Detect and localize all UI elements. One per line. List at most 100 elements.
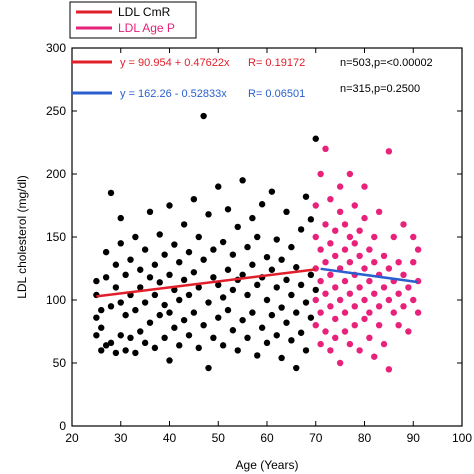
data-point xyxy=(278,354,285,362)
data-point xyxy=(283,319,290,326)
y-tick-label: 150 xyxy=(46,230,66,244)
legend-label-cmr: LDL CmR xyxy=(118,5,171,19)
data-point xyxy=(200,322,207,329)
data-point xyxy=(356,284,363,291)
data-point xyxy=(395,322,402,329)
y-axis-label: LDL cholesterol (mg/dl) xyxy=(15,175,29,299)
data-point xyxy=(322,221,329,228)
data-point xyxy=(98,306,105,314)
equation-cmr: y = 90.954 + 0.47622x xyxy=(120,57,230,69)
data-point xyxy=(375,208,383,215)
data-point xyxy=(107,303,115,310)
stats-cmr: n=503,p=<0.00002 xyxy=(340,57,433,69)
data-point xyxy=(219,238,227,246)
data-point xyxy=(166,202,173,209)
data-point xyxy=(215,183,222,190)
data-point xyxy=(288,243,295,251)
data-point xyxy=(302,193,310,200)
data-point xyxy=(249,309,256,316)
data-point xyxy=(161,301,168,309)
x-tick-label: 60 xyxy=(260,431,274,445)
data-point xyxy=(361,265,368,272)
y-tick-label: 100 xyxy=(46,293,66,307)
data-point xyxy=(190,196,198,203)
data-point xyxy=(385,366,393,373)
data-point xyxy=(312,296,319,304)
data-point xyxy=(380,284,388,291)
legend: LDL CmR LDL Age P xyxy=(69,1,197,39)
data-point xyxy=(102,274,110,281)
data-point xyxy=(346,290,354,297)
data-point xyxy=(317,277,324,285)
stats-agep: n=315,p=0.2500 xyxy=(340,83,420,95)
x-tick-label: 40 xyxy=(163,431,177,445)
data-point xyxy=(166,271,173,278)
data-point xyxy=(176,342,183,349)
data-point xyxy=(180,276,188,284)
data-point xyxy=(341,309,349,316)
x-tick-label: 20 xyxy=(65,431,79,445)
data-point xyxy=(224,306,232,314)
data-point xyxy=(356,252,363,260)
data-point xyxy=(239,316,246,324)
data-point xyxy=(356,227,363,234)
data-point xyxy=(366,277,373,285)
data-point xyxy=(180,221,188,228)
data-point xyxy=(361,315,368,323)
data-point xyxy=(317,309,324,316)
data-point xyxy=(122,271,129,278)
data-point xyxy=(317,170,324,178)
data-point xyxy=(185,248,193,256)
data-point xyxy=(93,332,100,339)
data-point xyxy=(336,296,344,304)
data-point xyxy=(361,296,368,304)
data-point xyxy=(395,290,402,297)
data-point xyxy=(107,189,115,197)
data-point xyxy=(405,284,412,291)
series-ldl-age-p xyxy=(312,145,422,373)
data-point xyxy=(283,208,290,215)
data-point xyxy=(112,349,120,357)
data-point xyxy=(322,145,329,152)
y-tick-label: 50 xyxy=(53,356,67,370)
data-point xyxy=(307,314,315,321)
data-point xyxy=(327,196,334,203)
data-point xyxy=(278,304,285,311)
data-point xyxy=(166,357,173,364)
data-point xyxy=(195,284,202,291)
x-tick-label: 50 xyxy=(212,431,226,445)
data-point xyxy=(390,233,397,241)
data-point xyxy=(351,322,358,329)
data-point xyxy=(146,208,154,215)
data-point xyxy=(312,286,319,294)
data-point xyxy=(371,353,378,360)
data-point xyxy=(117,214,124,222)
data-point xyxy=(371,290,378,297)
data-point xyxy=(239,177,246,184)
data-point xyxy=(361,183,368,190)
data-point xyxy=(107,339,115,347)
data-point xyxy=(122,311,129,319)
data-point xyxy=(327,347,334,354)
data-point xyxy=(332,227,339,234)
data-point xyxy=(356,347,363,354)
series-ldl-cmr xyxy=(93,112,319,372)
data-point xyxy=(137,328,144,335)
data-point xyxy=(317,340,324,348)
data-point xyxy=(336,208,344,215)
data-point xyxy=(132,349,139,357)
x-tick-label: 30 xyxy=(114,431,128,445)
data-point xyxy=(176,259,183,266)
legend-label-agep: LDL Age P xyxy=(118,21,175,35)
data-point xyxy=(288,337,295,344)
data-point xyxy=(244,291,251,299)
data-point xyxy=(132,306,139,314)
data-point xyxy=(410,233,417,241)
data-point xyxy=(98,324,105,331)
data-point xyxy=(156,231,163,238)
data-point xyxy=(278,256,285,263)
data-point xyxy=(346,340,354,348)
data-point xyxy=(171,241,178,248)
data-point xyxy=(98,347,105,354)
